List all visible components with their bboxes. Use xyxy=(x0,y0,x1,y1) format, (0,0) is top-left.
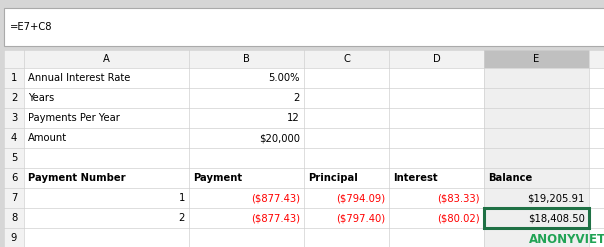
Text: ($877.43): ($877.43) xyxy=(251,193,300,203)
Text: Payments Per Year: Payments Per Year xyxy=(28,113,120,123)
Text: 12: 12 xyxy=(288,113,300,123)
Text: ($797.40): ($797.40) xyxy=(336,213,385,223)
Text: 1: 1 xyxy=(179,193,185,203)
Bar xyxy=(484,68,589,247)
Bar xyxy=(4,50,24,247)
Text: ($83.33): ($83.33) xyxy=(437,193,480,203)
Text: Balance: Balance xyxy=(488,173,532,183)
Bar xyxy=(0,0,604,8)
Text: 7: 7 xyxy=(11,193,17,203)
Text: 9: 9 xyxy=(11,233,17,243)
Text: Principal: Principal xyxy=(308,173,358,183)
Text: 2: 2 xyxy=(11,93,17,103)
Bar xyxy=(4,8,604,46)
Text: E: E xyxy=(533,54,539,64)
Text: Payment Number: Payment Number xyxy=(28,173,126,183)
Text: 2: 2 xyxy=(294,93,300,103)
Text: 2: 2 xyxy=(179,213,185,223)
Text: Annual Interest Rate: Annual Interest Rate xyxy=(28,73,130,83)
Text: B: B xyxy=(243,54,250,64)
Text: Amount: Amount xyxy=(28,133,67,143)
Bar xyxy=(484,208,589,228)
Bar xyxy=(484,50,589,68)
Text: A: A xyxy=(103,54,110,64)
Text: =E7+C8: =E7+C8 xyxy=(10,22,53,32)
Text: 8: 8 xyxy=(11,213,17,223)
Text: 5.00%: 5.00% xyxy=(269,73,300,83)
Text: 5: 5 xyxy=(11,153,17,163)
Text: Interest: Interest xyxy=(393,173,438,183)
Text: Years: Years xyxy=(28,93,54,103)
Text: ($877.43): ($877.43) xyxy=(251,213,300,223)
Text: 1: 1 xyxy=(11,73,17,83)
Bar xyxy=(24,68,604,247)
Text: $19,205.91: $19,205.91 xyxy=(528,193,585,203)
Text: D: D xyxy=(432,54,440,64)
Text: 4: 4 xyxy=(11,133,17,143)
Text: ($80.02): ($80.02) xyxy=(437,213,480,223)
Bar xyxy=(4,50,604,68)
Text: 3: 3 xyxy=(11,113,17,123)
Text: Payment: Payment xyxy=(193,173,242,183)
Text: C: C xyxy=(343,54,350,64)
Text: $20,000: $20,000 xyxy=(259,133,300,143)
Text: $18,408.50: $18,408.50 xyxy=(528,213,585,223)
Text: ($794.09): ($794.09) xyxy=(336,193,385,203)
Text: ANONYVIET.COM: ANONYVIET.COM xyxy=(528,233,604,246)
Text: 6: 6 xyxy=(11,173,17,183)
